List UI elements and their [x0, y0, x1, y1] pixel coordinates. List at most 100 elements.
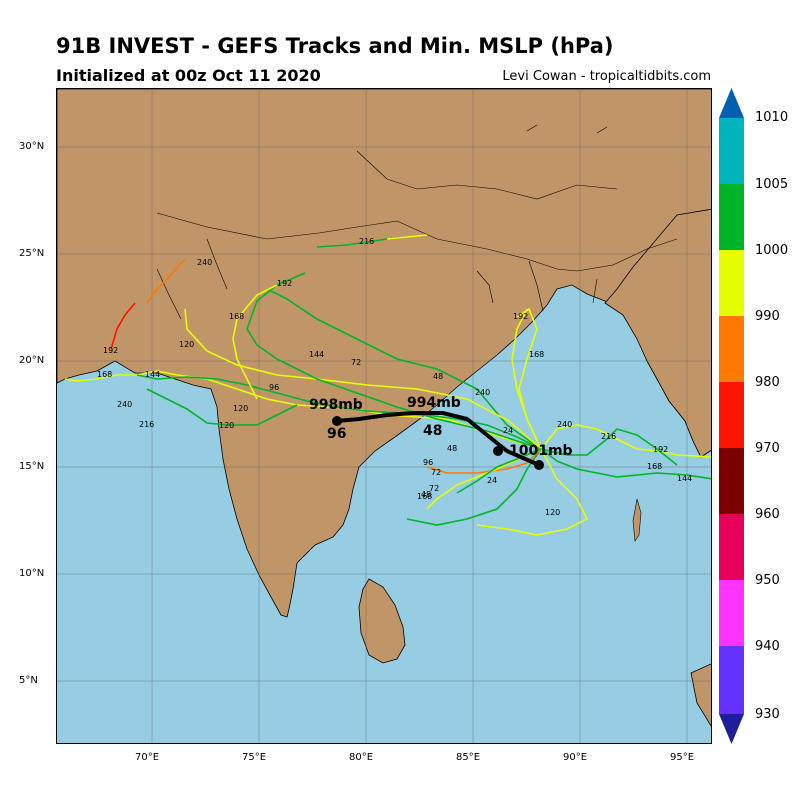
member-label: 144	[145, 370, 160, 379]
land-sri-lanka	[358, 578, 406, 664]
lon-label: 70°E	[135, 752, 160, 763]
pressure-label-start: 1001mb	[509, 443, 573, 459]
member-label: 216	[359, 237, 374, 246]
map-panel: 1001mb 994mb 998mb 48 96 240 216 192 168…	[56, 88, 712, 744]
member-label: 48	[447, 444, 457, 453]
colorbar-label: 960	[755, 507, 780, 522]
member-track	[540, 424, 711, 458]
lon-label: 80°E	[349, 752, 374, 763]
lat-label: 20°N	[19, 355, 45, 366]
colorbar-label: 940	[755, 639, 780, 654]
member-track	[232, 284, 278, 400]
colorbar-label: 970	[755, 441, 780, 456]
member-track	[476, 448, 589, 536]
member-track	[540, 428, 678, 466]
colorbar-band	[719, 448, 744, 514]
colorbar-label: 950	[755, 573, 780, 588]
member-label: 96	[269, 383, 279, 392]
land-borders	[156, 124, 678, 320]
member-label: 192	[513, 312, 528, 321]
graticule	[57, 89, 711, 743]
colorbar-band	[719, 184, 744, 250]
colorbar-label: 990	[755, 309, 780, 324]
member-track	[136, 374, 542, 450]
member-track	[110, 302, 136, 350]
member-label: 72	[351, 358, 361, 367]
colorbar-band	[719, 382, 744, 448]
member-track	[146, 258, 186, 304]
colorbar-label: 1010	[755, 110, 789, 125]
lon-label: 85°E	[456, 752, 481, 763]
mean-track-point-mid	[493, 446, 503, 456]
member-track	[146, 388, 298, 426]
chart-subtitle: Initialized at 00z Oct 11 2020	[56, 66, 321, 85]
colorbar-label: 980	[755, 375, 780, 390]
member-track	[246, 272, 542, 450]
pressure-label-mid: 994mb	[407, 395, 461, 411]
land-sea-edge	[690, 663, 711, 727]
colorbar-label: 1005	[755, 177, 789, 192]
lat-label: 30°N	[19, 141, 45, 152]
hour-label-96: 96	[327, 426, 346, 442]
colorbar-band	[719, 250, 744, 316]
member-track	[386, 234, 428, 240]
colorbar-label: 1000	[755, 243, 789, 258]
colorbar-label: 930	[755, 707, 780, 722]
lon-label: 95°E	[670, 752, 695, 763]
member-label: 192	[277, 279, 292, 288]
lon-label: 75°E	[242, 752, 267, 763]
lat-label: 25°N	[19, 248, 45, 259]
mean-track	[336, 411, 540, 467]
member-label: 48	[421, 490, 431, 499]
map-svg: 1001mb 994mb 998mb 48 96 240 216 192 168…	[57, 89, 711, 743]
member-label: 72	[431, 468, 441, 477]
land-andaman	[632, 498, 642, 542]
member-label: 144	[677, 474, 692, 483]
member-label: 48	[433, 372, 443, 381]
mean-track-labels: 1001mb 994mb 998mb 48 96	[309, 395, 573, 459]
member-track	[266, 288, 542, 450]
mean-track-point-end	[332, 416, 342, 426]
member-hour-labels: 240 216 192 168 144 120 96 72 48 24 192 …	[97, 237, 692, 517]
member-track	[426, 448, 542, 510]
member-label: 24	[503, 426, 513, 435]
member-label: 192	[103, 346, 118, 355]
member-label: 168	[529, 350, 544, 359]
member-label: 96	[423, 458, 433, 467]
member-label: 216	[139, 420, 154, 429]
lon-label: 90°E	[563, 752, 588, 763]
lat-label: 10°N	[19, 568, 45, 579]
member-label: 120	[233, 404, 248, 413]
member-label: 168	[647, 462, 662, 471]
colorbar-band	[719, 646, 744, 714]
member-label: 168	[229, 312, 244, 321]
member-label: 24	[487, 476, 497, 485]
member-label: 144	[309, 350, 324, 359]
member-label: 120	[219, 421, 234, 430]
colorbar-band	[719, 316, 744, 382]
member-label: 240	[475, 388, 490, 397]
member-label: 192	[653, 445, 668, 454]
member-label: 168	[417, 492, 432, 501]
member-track	[64, 370, 542, 450]
member-track	[406, 448, 542, 526]
colorbar-band	[719, 118, 744, 184]
hour-label-48: 48	[423, 423, 442, 439]
member-label: 72	[429, 484, 439, 493]
member-track	[516, 307, 542, 450]
colorbar	[719, 88, 744, 744]
member-label: 120	[545, 508, 560, 517]
colorbar-top-arrow	[719, 88, 744, 118]
chart-title: 91B INVEST - GEFS Tracks and Min. MSLP (…	[56, 34, 614, 58]
member-label: 168	[97, 370, 112, 379]
member-label: 240	[117, 400, 132, 409]
member-label: 240	[557, 420, 572, 429]
lat-label: 15°N	[19, 461, 45, 472]
colorbar-band	[719, 514, 744, 580]
member-track	[540, 448, 711, 480]
mean-track-point-start	[534, 460, 544, 470]
member-label: 240	[197, 258, 212, 267]
lat-label: 5°N	[19, 675, 38, 686]
credit-label: Levi Cowan - tropicaltidbits.com	[502, 69, 711, 84]
member-label: 120	[179, 340, 194, 349]
